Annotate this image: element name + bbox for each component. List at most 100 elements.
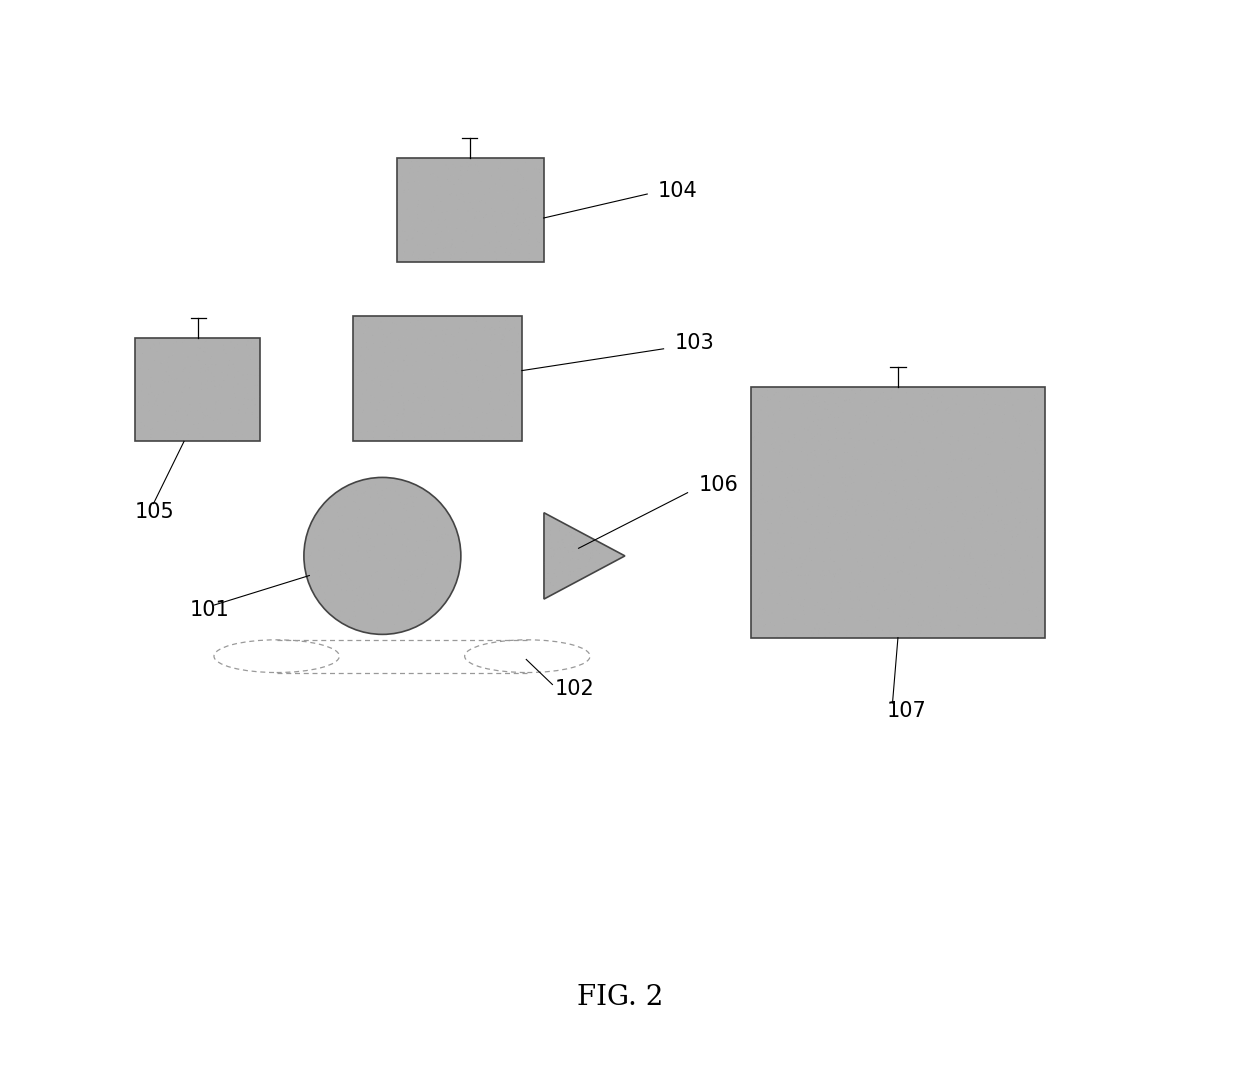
- Point: [381, 322, 401, 339]
- Point: [962, 494, 982, 511]
- Point: [403, 338, 423, 355]
- Point: [815, 620, 835, 638]
- Point: [434, 390, 454, 408]
- Point: [480, 234, 500, 252]
- Point: [1017, 595, 1037, 613]
- Point: [351, 347, 371, 364]
- Point: [918, 586, 937, 604]
- Point: [296, 548, 316, 566]
- Point: [884, 530, 904, 547]
- Point: [410, 313, 430, 330]
- Point: [150, 334, 170, 351]
- Point: [962, 384, 982, 401]
- Point: [491, 336, 511, 353]
- Point: [842, 475, 862, 493]
- Point: [947, 548, 967, 566]
- Point: [403, 164, 423, 181]
- Point: [408, 237, 428, 254]
- Point: [864, 529, 884, 546]
- Point: [884, 619, 904, 637]
- Point: [1032, 590, 1052, 607]
- Point: [1025, 447, 1045, 464]
- Point: [342, 512, 362, 530]
- Point: [508, 164, 528, 181]
- Point: [505, 358, 525, 375]
- Point: [334, 518, 353, 535]
- Point: [782, 591, 802, 608]
- Point: [1001, 484, 1021, 501]
- Point: [154, 370, 174, 387]
- Point: [396, 325, 415, 342]
- Point: [362, 600, 382, 617]
- Point: [759, 593, 779, 610]
- Point: [399, 207, 419, 225]
- Point: [477, 366, 497, 384]
- Point: [129, 389, 149, 407]
- Point: [139, 361, 159, 378]
- Point: [908, 616, 928, 633]
- Point: [404, 604, 424, 621]
- Point: [899, 538, 919, 556]
- Point: [926, 388, 946, 405]
- Point: [321, 570, 341, 588]
- Point: [910, 432, 930, 449]
- Point: [790, 484, 810, 501]
- Point: [208, 392, 228, 410]
- Point: [460, 396, 480, 413]
- Point: [973, 400, 993, 417]
- Point: [899, 625, 919, 642]
- Point: [206, 400, 226, 417]
- Point: [398, 486, 418, 504]
- Point: [463, 150, 482, 168]
- Point: [343, 513, 363, 531]
- Point: [893, 477, 913, 495]
- Point: [146, 387, 166, 404]
- Point: [992, 429, 1012, 447]
- Point: [873, 525, 893, 543]
- Point: [981, 506, 1001, 523]
- Point: [758, 482, 777, 499]
- Point: [148, 390, 167, 408]
- Point: [940, 444, 960, 461]
- Point: [761, 536, 781, 554]
- Point: [921, 566, 941, 583]
- Point: [817, 530, 837, 547]
- Point: [234, 426, 254, 444]
- Point: [1003, 500, 1023, 518]
- Point: [763, 414, 782, 432]
- Point: [213, 364, 233, 381]
- Point: [402, 230, 422, 247]
- Point: [453, 367, 472, 385]
- Point: [143, 420, 162, 437]
- Point: [791, 545, 811, 562]
- Point: [330, 486, 350, 504]
- Point: [470, 166, 490, 183]
- Point: [928, 403, 947, 421]
- Point: [764, 407, 784, 424]
- Point: [870, 547, 890, 565]
- Point: [506, 426, 526, 444]
- Point: [790, 579, 810, 596]
- Point: [237, 385, 257, 402]
- Point: [547, 573, 567, 591]
- Point: [820, 385, 839, 402]
- Point: [1001, 627, 1021, 644]
- Point: [231, 338, 250, 355]
- Point: [401, 182, 420, 199]
- Point: [1025, 561, 1045, 579]
- Point: [932, 382, 952, 399]
- Point: [543, 535, 563, 553]
- Point: [439, 198, 459, 216]
- Point: [743, 429, 763, 447]
- Point: [823, 566, 843, 583]
- Point: [932, 387, 952, 404]
- Point: [472, 372, 492, 389]
- Point: [435, 425, 455, 443]
- Point: [346, 403, 366, 421]
- Point: [397, 490, 417, 508]
- Point: [869, 585, 889, 603]
- Point: [773, 462, 792, 480]
- Point: [430, 352, 450, 370]
- Point: [547, 582, 567, 600]
- Point: [512, 167, 532, 184]
